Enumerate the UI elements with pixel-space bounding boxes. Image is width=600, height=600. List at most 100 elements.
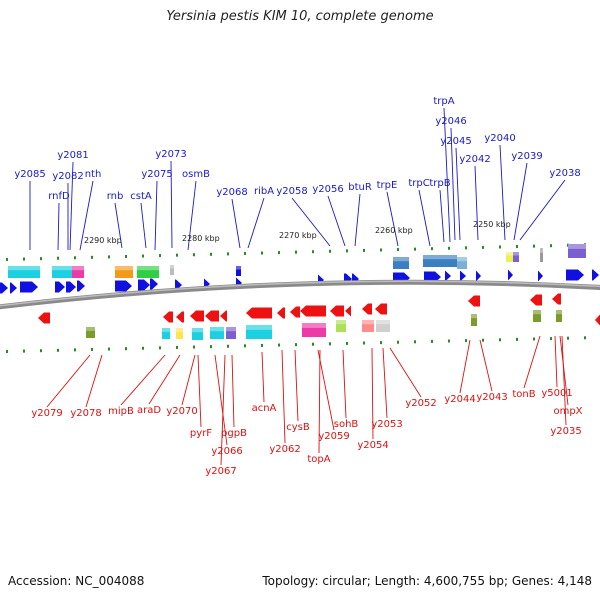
backbone-highlight [0, 280, 600, 307]
reverse-arrow [552, 293, 561, 305]
label-leader-bottom [523, 335, 541, 389]
track-dot [584, 336, 586, 340]
track-dot [482, 245, 484, 249]
forward-arrow [566, 269, 584, 281]
gene-label-top: y2045 [440, 136, 471, 147]
feature-box-shine [192, 328, 203, 333]
gene-label-bottom: cysB [286, 422, 310, 433]
feature-box-shine [210, 327, 224, 332]
feature-box [336, 320, 346, 332]
forward-arrow [460, 270, 466, 282]
label-leader-bottom [389, 347, 422, 398]
forward-arrow [424, 271, 441, 283]
track-dot [244, 251, 246, 255]
label-leader-top [247, 197, 265, 249]
track-dot [227, 344, 229, 348]
track-dot [499, 338, 501, 342]
label-leader-bottom [318, 349, 321, 454]
feature-box-shine [457, 257, 467, 262]
gene-label-top: y2056 [312, 184, 343, 195]
gene-label-bottom: y5001 [541, 388, 572, 399]
track-dot [499, 245, 501, 249]
label-leader-bottom [220, 354, 226, 466]
track-dots [6, 243, 586, 353]
label-leader-top [513, 162, 528, 241]
feature-box-shine [226, 327, 236, 332]
label-leader-top [187, 180, 197, 251]
feature-box-shine [556, 310, 562, 315]
track-dot [125, 254, 127, 258]
feature-box [362, 320, 374, 332]
track-dot [210, 252, 212, 256]
label-leader-bottom [342, 349, 347, 419]
gene-label-top: y2082 [52, 171, 83, 182]
label-leader-top [291, 197, 331, 247]
track-dot [278, 343, 280, 347]
reverse-arrow [38, 312, 50, 324]
track-dot [142, 254, 144, 258]
track-dot [193, 345, 195, 349]
feature-box-shine [236, 266, 241, 270]
label-leader-top [79, 180, 94, 251]
forward-arrow [592, 269, 599, 281]
feature-box [176, 328, 183, 339]
feature-box [162, 328, 170, 339]
backbone-arc [0, 279, 600, 310]
gene-label-bottom: y2052 [405, 398, 436, 409]
forward-arrow [115, 280, 132, 292]
gene-label-bottom: sohB [334, 419, 359, 430]
gene-label-bottom: y2078 [70, 408, 101, 419]
feature-box-shine [423, 255, 457, 260]
label-leader-top [474, 165, 479, 241]
label-leader-top [231, 198, 241, 249]
track-dot [329, 249, 331, 253]
topology-text: Topology: circular; Length: 4,600,755 bp… [262, 574, 592, 588]
feature-box [540, 248, 543, 262]
feature-box-shine [170, 265, 174, 269]
track-dot [482, 338, 484, 342]
gene-label-top: y2068 [216, 187, 247, 198]
feature-box [513, 252, 519, 262]
label-leader-bottom [181, 354, 196, 406]
gene-label-bottom: ompX [553, 406, 582, 417]
reverse-arrow [205, 310, 219, 322]
scale-ticks: 2290 kbp 2280 kbp 2270 kbp 2260 kbp 2250 kbp [84, 220, 511, 245]
feature-box [457, 257, 467, 269]
label-leader-top [114, 202, 123, 249]
gene-label-top: nth [85, 169, 102, 180]
track-dot [465, 246, 467, 250]
feature-box [393, 257, 409, 269]
label-leader-bottom [148, 354, 181, 405]
track-dot [431, 339, 433, 343]
track-dot [176, 345, 178, 349]
reverse-arrow [277, 307, 285, 319]
gene-label-top: y2081 [57, 150, 88, 161]
reverse-arrow [362, 303, 372, 315]
label-leader-bottom [231, 354, 235, 428]
feature-box [8, 266, 40, 278]
label-leader-bottom [382, 347, 388, 419]
forward-arrow [55, 281, 65, 293]
feature-box [192, 328, 203, 340]
feature-box-shine [471, 314, 477, 319]
feature-box-shine [336, 320, 346, 325]
track-dot [6, 350, 8, 353]
gene-label-top: y2039 [511, 151, 542, 162]
feature-box [210, 327, 224, 339]
track-dot [346, 249, 348, 253]
track-dot [295, 343, 297, 347]
label-leader-bottom [46, 354, 91, 408]
feature-box [506, 252, 513, 262]
feature-box-shine [115, 266, 133, 271]
gene-label-bottom: y2059 [318, 431, 349, 442]
gene-label-top: y2042 [459, 154, 490, 165]
track-dot [448, 339, 450, 343]
feature-box-shine [162, 328, 170, 332]
track-dot [261, 251, 263, 255]
gene-label-bottom: y2054 [357, 440, 388, 451]
feature-box [533, 310, 541, 322]
track-dot [261, 343, 263, 347]
track-dot [40, 257, 42, 261]
label-leader-top [418, 189, 431, 247]
